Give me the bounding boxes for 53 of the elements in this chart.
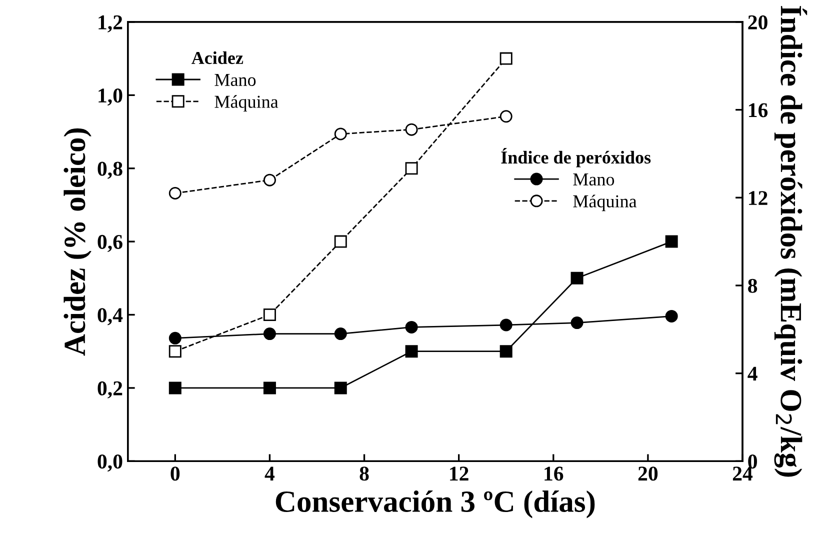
point	[168, 382, 182, 394]
point	[405, 162, 418, 175]
y-tick-label: 0,6	[98, 234, 122, 252]
point	[334, 235, 347, 248]
point	[263, 174, 276, 186]
y2-tick-label: 12	[749, 191, 768, 205]
y-tick-label: 0,8	[98, 162, 122, 179]
legend-label: Máquina	[214, 95, 278, 112]
text: Índice de peróxidos	[501, 148, 651, 168]
y-tick-label: 1,0	[98, 88, 122, 106]
point	[263, 308, 276, 322]
point	[168, 187, 182, 200]
x-tick-label: 16	[544, 466, 564, 481]
text: Acidez	[192, 51, 244, 64]
point	[405, 123, 418, 136]
y-axis-title: Acidez (% oleico)	[64, 128, 92, 356]
point	[500, 110, 512, 123]
point	[263, 382, 276, 394]
x-tick-label: 20	[638, 466, 658, 481]
point	[334, 328, 347, 340]
y-tick-label: 0,4	[98, 308, 123, 326]
point	[334, 382, 347, 394]
point	[570, 272, 584, 284]
point	[405, 345, 418, 358]
x-tick-label: 24	[732, 466, 753, 480]
y-tick-label: 0,0	[98, 454, 122, 472]
legend-label: Máquina	[573, 194, 637, 212]
point	[500, 52, 512, 65]
point	[168, 345, 182, 358]
point	[168, 332, 182, 344]
x-tick-label: 4	[264, 466, 275, 480]
point	[665, 310, 678, 322]
x-tick-label: 12	[450, 466, 468, 480]
legend-label: Mano	[214, 74, 256, 86]
point	[570, 316, 584, 330]
y-tick-label: 0,2	[98, 381, 122, 398]
point	[500, 318, 512, 332]
y2-tick-label: 20	[748, 15, 768, 30]
y2-tick-label: 4	[748, 366, 758, 381]
y2-tick-label: 16	[749, 103, 768, 118]
y2-axis-title: Índice de peróxidos (mEquiv O$_{2}$/kg)	[774, 6, 808, 477]
y-tick-label: 1,2	[98, 15, 122, 32]
point	[665, 235, 678, 248]
x-tick-label: 8	[360, 466, 369, 481]
point	[500, 345, 512, 358]
point	[405, 320, 418, 334]
x-tick-label: 0	[170, 466, 180, 481]
y2-tick-label: 8	[748, 278, 758, 293]
point	[334, 128, 347, 140]
x-axis-title: Conservación 3 ºC (días)	[276, 490, 595, 518]
legend-label: Mano	[573, 174, 614, 186]
point	[263, 328, 276, 340]
y2-tick-label: 0	[748, 454, 757, 469]
